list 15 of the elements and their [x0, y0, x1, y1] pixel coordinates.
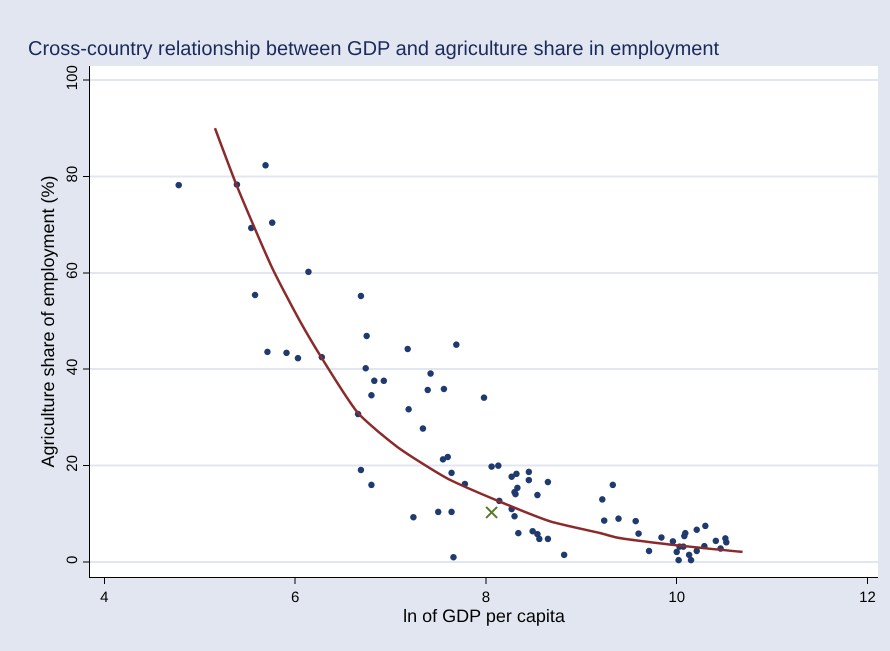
y-tick-label: 100	[64, 65, 81, 90]
y-tick-label: 20	[64, 455, 81, 472]
x-tick-label: 10	[668, 589, 686, 606]
y-tick-label: 80	[64, 166, 81, 182]
line-series	[214, 126, 744, 554]
x-axis-title: ln of GDP per capita	[403, 606, 566, 626]
chart-title: Cross-country relationship between GDP and agriculture share in employment	[28, 38, 720, 60]
x-tick-label: 8	[482, 589, 490, 606]
y-tick-label: 60	[64, 262, 81, 279]
x-tick-label: 6	[290, 589, 300, 606]
x-tick-label: 12	[859, 589, 876, 606]
y-tick-label: 0	[64, 556, 81, 564]
y-axis-title: Agriculture share of employment (%)	[38, 175, 58, 468]
y-tick-label: 40	[64, 358, 81, 376]
x-tick-label: 4	[100, 589, 108, 606]
